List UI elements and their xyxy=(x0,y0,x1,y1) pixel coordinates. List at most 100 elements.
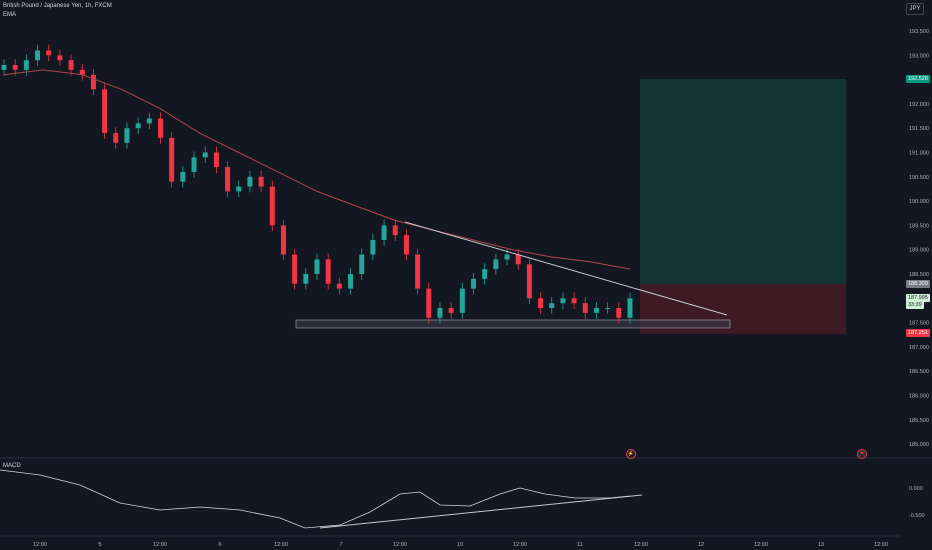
candle xyxy=(359,248,365,280)
price-tick: 190.500 xyxy=(909,175,929,181)
macd-axis: 0.000 -0.500 xyxy=(909,486,925,519)
candle xyxy=(247,170,253,193)
time-tick: 12 xyxy=(698,542,704,548)
candle xyxy=(605,302,611,314)
price-tick: 186.500 xyxy=(909,369,929,375)
candle xyxy=(1,59,7,76)
countdown-badge: 33:39 xyxy=(906,301,924,309)
candle xyxy=(549,297,555,314)
price-tick: 188.500 xyxy=(909,272,929,278)
candle xyxy=(314,253,320,280)
candle xyxy=(582,297,588,319)
candle xyxy=(325,253,331,290)
candle xyxy=(526,258,532,305)
candle xyxy=(269,180,275,232)
price-tick: 193.000 xyxy=(909,53,929,59)
candle xyxy=(102,83,108,139)
trendline-macd xyxy=(319,494,643,529)
candle xyxy=(46,44,52,62)
candle xyxy=(627,292,633,324)
time-tick: 12:00 xyxy=(634,542,648,548)
candle xyxy=(135,117,141,135)
candle xyxy=(370,234,376,261)
time-tick: 13 xyxy=(818,542,824,548)
macd-tick: -0.500 xyxy=(909,513,925,519)
lightning-icon[interactable]: ⚡ xyxy=(626,449,636,459)
currency-button[interactable]: JPY xyxy=(906,3,924,15)
price-tick: 192.000 xyxy=(909,102,929,108)
price-tick: 186.000 xyxy=(909,394,929,400)
candle xyxy=(415,248,421,295)
price-tick: 187.000 xyxy=(909,345,929,351)
candle xyxy=(348,268,354,295)
candle xyxy=(258,170,264,193)
candle xyxy=(448,302,454,319)
candle xyxy=(482,263,488,285)
candle xyxy=(538,292,544,314)
last-price-badge: 187.995 xyxy=(906,294,930,302)
candle xyxy=(202,146,208,164)
candle xyxy=(124,122,130,149)
price-axis: 193.500193.000192.500192.000191.500191.0… xyxy=(909,29,929,448)
candle xyxy=(79,64,85,81)
candle xyxy=(169,132,175,188)
candle xyxy=(515,248,521,271)
candle xyxy=(292,248,298,290)
price-tick: 190.000 xyxy=(909,199,929,205)
macd-line xyxy=(0,469,631,529)
time-tick: 11 xyxy=(577,542,583,548)
entry-badge: 188.309 xyxy=(906,280,930,288)
time-tick: 12:00 xyxy=(33,542,47,548)
stop-badge: 187.251 xyxy=(906,329,930,337)
time-tick: 7 xyxy=(339,542,342,548)
symbol-title[interactable]: British Pound / Japanese Yen, 1h, FXCM xyxy=(3,3,112,9)
candle xyxy=(303,268,309,290)
candle xyxy=(225,161,231,198)
candle xyxy=(459,282,465,319)
candle xyxy=(191,151,197,178)
price-tick: 189.500 xyxy=(909,223,929,229)
macd-tick: 0.000 xyxy=(909,486,923,492)
time-tick: 10 xyxy=(457,542,463,548)
candle xyxy=(493,253,499,275)
candle xyxy=(392,219,398,241)
flag-icon[interactable]: ⚑ xyxy=(857,449,867,459)
time-tick: 12:00 xyxy=(513,542,527,548)
price-tick: 185.500 xyxy=(909,418,929,424)
ema-indicator-label[interactable]: EMA xyxy=(3,12,17,18)
price-tick: 187.500 xyxy=(909,321,929,327)
time-tick: 12:00 xyxy=(393,542,407,548)
time-tick: 12:00 xyxy=(153,542,167,548)
time-tick: 12:00 xyxy=(754,542,768,548)
candle xyxy=(403,229,409,261)
time-tick: 12:00 xyxy=(274,542,288,548)
candle xyxy=(146,112,152,130)
time-tick: 12:00 xyxy=(874,542,888,548)
candle xyxy=(616,302,622,324)
candle xyxy=(426,282,432,324)
candle xyxy=(180,166,186,188)
price-tick: 189.000 xyxy=(909,248,929,254)
price-tick: 191.500 xyxy=(909,126,929,132)
candle xyxy=(571,292,577,309)
target-badge: 192.528 xyxy=(906,75,930,83)
ema-line xyxy=(3,69,631,270)
candle xyxy=(158,112,163,144)
candle xyxy=(213,146,219,173)
candle xyxy=(57,49,63,66)
candles-group xyxy=(1,44,633,324)
price-tick: 185.000 xyxy=(909,442,929,448)
trendline-down xyxy=(404,221,728,316)
price-tick: 191.000 xyxy=(909,151,929,157)
candle xyxy=(593,302,599,319)
profit-zone xyxy=(640,79,846,284)
support-zone xyxy=(295,319,731,329)
time-axis: 12:00 5 12:00 6 12:00 7 12:00 10 12:00 11 12:00 12 1… xyxy=(33,542,888,548)
candle xyxy=(560,292,566,309)
macd-label[interactable]: MACD xyxy=(3,463,21,469)
candle xyxy=(35,44,41,66)
candle xyxy=(68,54,74,76)
candle xyxy=(90,68,96,96)
candle xyxy=(381,219,387,246)
